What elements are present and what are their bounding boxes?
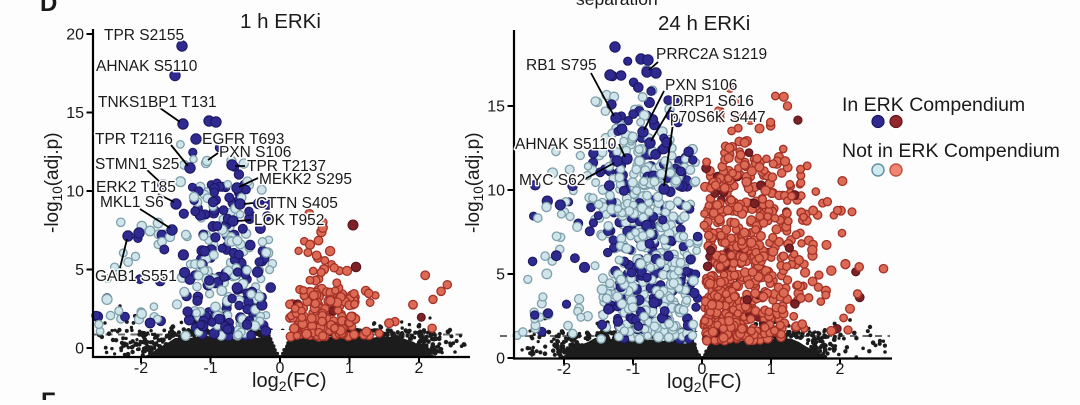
svg-text:DRP1 S616: DRP1 S616 — [672, 93, 754, 110]
svg-text:15: 15 — [487, 99, 505, 116]
svg-text:-log10(adj.p): -log10(adj.p) — [463, 132, 486, 233]
svg-text:GAB1 S551: GAB1 S551 — [95, 268, 177, 285]
svg-text:1 h ERKi: 1 h ERKi — [240, 10, 321, 33]
svg-text:-1: -1 — [626, 361, 640, 378]
svg-text:TPR T2116: TPR T2116 — [95, 131, 173, 148]
svg-text:1: 1 — [345, 360, 354, 377]
svg-text:-1: -1 — [203, 360, 217, 377]
svg-text:AHNAK S5110: AHNAK S5110 — [515, 136, 617, 153]
svg-text:TNKS1BP1 T131: TNKS1BP1 T131 — [98, 94, 217, 111]
svg-text:p70S6K S447: p70S6K S447 — [670, 109, 766, 126]
svg-text:-2: -2 — [557, 361, 571, 378]
svg-text:20: 20 — [66, 27, 84, 44]
svg-text:15: 15 — [66, 105, 84, 122]
svg-text:24 h ERKi: 24 h ERKi — [658, 12, 750, 35]
svg-text:D: D — [40, 0, 57, 17]
svg-text:F: F — [41, 388, 56, 400]
svg-text:0: 0 — [698, 361, 707, 378]
svg-text:TPR T2137: TPR T2137 — [247, 158, 326, 175]
svg-text:STMN1 S25: STMN1 S25 — [95, 156, 179, 173]
svg-text:2: 2 — [836, 361, 845, 378]
svg-text:5: 5 — [496, 267, 505, 284]
svg-text:TPR S2155: TPR S2155 — [104, 27, 184, 44]
svg-text:AHNAK S5110: AHNAK S5110 — [96, 58, 198, 75]
svg-text:MKL1 S6: MKL1 S6 — [100, 194, 164, 211]
svg-text:PXN S106: PXN S106 — [219, 144, 291, 161]
svg-text:Not in ERK Compendium: Not in ERK Compendium — [842, 140, 1060, 162]
svg-text:-log10(adj.p): -log10(adj.p) — [42, 132, 65, 233]
svg-text:PXN S106: PXN S106 — [665, 77, 737, 94]
svg-text:RB1 S795: RB1 S795 — [526, 57, 597, 74]
svg-text:2: 2 — [415, 360, 424, 377]
svg-text:log2(FC): log2(FC) — [252, 370, 326, 394]
svg-text:In ERK Compendium: In ERK Compendium — [842, 94, 1025, 116]
svg-text:CTTN S405: CTTN S405 — [256, 195, 338, 212]
svg-text:log2(FC): log2(FC) — [667, 371, 741, 395]
svg-text:5: 5 — [75, 262, 84, 279]
svg-text:ERK2 T185: ERK2 T185 — [96, 179, 176, 196]
svg-text:0: 0 — [75, 341, 84, 358]
svg-text:0: 0 — [276, 360, 285, 377]
svg-text:10: 10 — [66, 184, 84, 201]
svg-text:LOK T952: LOK T952 — [254, 212, 324, 229]
svg-text:PRRC2A S1219: PRRC2A S1219 — [656, 46, 767, 63]
svg-text:1: 1 — [767, 361, 776, 378]
svg-text:-2: -2 — [134, 360, 148, 377]
svg-text:EGFR T693: EGFR T693 — [202, 131, 284, 148]
svg-text:MEKK2 S295: MEKK2 S295 — [259, 171, 352, 188]
svg-text:0: 0 — [496, 351, 505, 368]
svg-text:separation: separation — [576, 0, 658, 9]
svg-text:10: 10 — [487, 183, 505, 200]
svg-text:MYC S62: MYC S62 — [519, 172, 585, 189]
